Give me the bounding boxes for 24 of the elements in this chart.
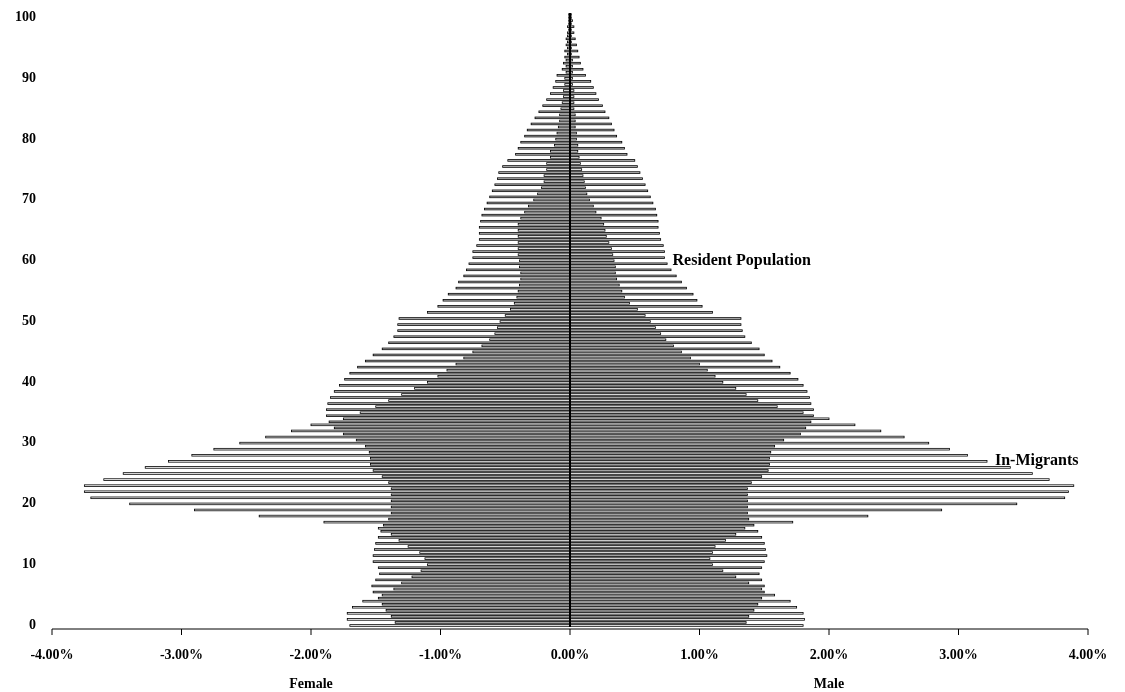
x-tick-label: -2.00% (289, 647, 333, 662)
x-tick-label: 0.00% (550, 647, 590, 662)
y-tick-label: 100 (15, 8, 36, 24)
text: Male (813, 676, 845, 691)
x-tick-label: 4.00% (1068, 647, 1108, 662)
x-tick-label: 2.00% (809, 647, 849, 662)
y-tick-label: 0 (29, 616, 36, 632)
x-tick-label: 1.00% (680, 647, 719, 662)
y-tick-label: 70 (22, 191, 36, 207)
y-tick-label: 30 (22, 434, 36, 450)
y-tick-label: 40 (22, 373, 36, 389)
text: Female (289, 676, 333, 691)
y-tick-label: 60 (22, 252, 36, 268)
x-tick-label: -1.00% (418, 647, 463, 662)
y-tick-label: 80 (22, 130, 36, 146)
y-tick-label: 90 (22, 69, 36, 85)
y-tick-label: 10 (22, 556, 36, 572)
series-label: In-Migrants (994, 451, 1079, 470)
x-tick-label: -4.00% (30, 647, 74, 662)
series-label: Resident Population (672, 250, 811, 269)
x-tick-label: 3.00% (939, 647, 978, 662)
y-tick-label: 50 (22, 312, 36, 328)
x-tick-label: -3.00% (159, 647, 204, 662)
y-tick-label: 20 (22, 495, 36, 511)
